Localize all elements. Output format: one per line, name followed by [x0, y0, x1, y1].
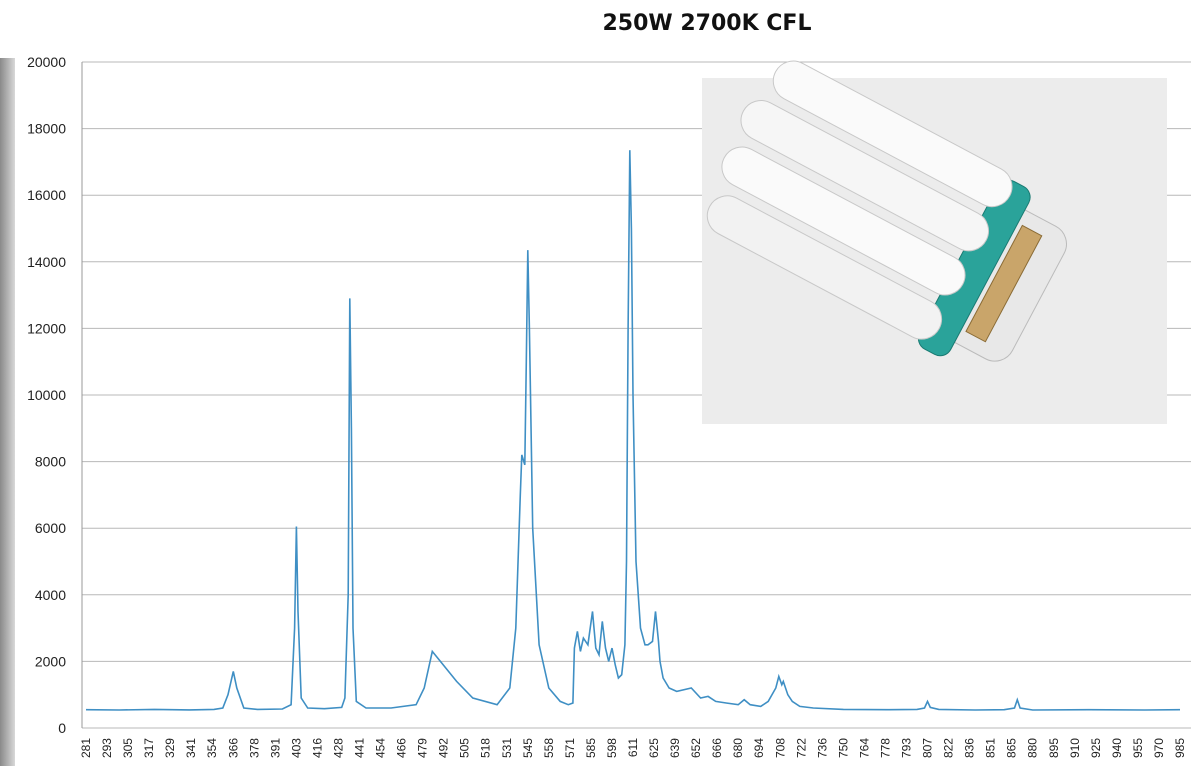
x-tick-label: 585 — [584, 738, 598, 758]
x-tick-label: 750 — [836, 738, 850, 758]
x-tick-label: 639 — [668, 738, 682, 758]
plot — [85, 150, 1181, 711]
edge-shade — [0, 58, 15, 766]
x-tick-label: 329 — [163, 738, 177, 758]
x-tick-label: 558 — [542, 738, 556, 758]
x-tick-label: 293 — [100, 738, 114, 758]
x-tick-label: 652 — [689, 738, 703, 758]
y-tick-label: 6000 — [35, 520, 66, 536]
x-tick-label: 341 — [184, 738, 198, 758]
x-tick-label: 880 — [1026, 738, 1040, 758]
x-tick-label: 970 — [1152, 738, 1166, 758]
x-tick-label: 403 — [289, 738, 303, 758]
x-tick-label: 822 — [942, 738, 956, 758]
x-tick-label: 940 — [1110, 738, 1124, 758]
x-tick-label: 505 — [458, 738, 472, 758]
x-tick-label: 722 — [794, 738, 808, 758]
x-tick-label: 441 — [353, 738, 367, 758]
x-tick-label: 571 — [563, 738, 577, 758]
x-axis: 281 293 305 317 329 341 354 366 378 391 403 416 428 4… — [79, 738, 1187, 758]
y-tick-label: 14000 — [27, 254, 66, 270]
y-tick-label: 12000 — [27, 320, 66, 336]
x-tick-label: 680 — [731, 738, 745, 758]
x-tick-label: 708 — [773, 738, 787, 758]
x-tick-label: 479 — [416, 738, 430, 758]
x-tick-label: 454 — [374, 738, 388, 758]
x-tick-label: 492 — [437, 738, 451, 758]
x-tick-label: 531 — [500, 738, 514, 758]
x-tick-label: 466 — [395, 738, 409, 758]
chart-title: 250W 2700K CFL — [603, 11, 812, 36]
y-tick-label: 16000 — [27, 187, 66, 203]
y-tick-label: 4000 — [35, 587, 66, 603]
x-tick-label: 391 — [268, 738, 282, 758]
y-tick-label: 18000 — [27, 121, 66, 137]
x-tick-label: 836 — [963, 738, 977, 758]
x-tick-label: 354 — [205, 738, 219, 758]
x-tick-label: 807 — [921, 738, 935, 758]
x-tick-label: 778 — [878, 738, 892, 758]
y-tick-label: 8000 — [35, 454, 66, 470]
x-tick-label: 416 — [310, 738, 324, 758]
x-tick-label: 545 — [521, 738, 535, 758]
x-tick-label: 625 — [647, 738, 661, 758]
x-tick-label: 925 — [1089, 738, 1103, 758]
x-tick-label: 305 — [121, 738, 135, 758]
x-tick-label: 378 — [247, 738, 261, 758]
x-tick-label: 895 — [1047, 738, 1061, 758]
x-tick-label: 317 — [142, 738, 156, 758]
x-tick-label: 793 — [900, 738, 914, 758]
x-tick-label: 910 — [1068, 738, 1082, 758]
spectrum-line — [85, 150, 1181, 711]
y-tick-label: 2000 — [35, 653, 66, 669]
x-tick-label: 985 — [1173, 738, 1187, 758]
x-tick-label: 518 — [479, 738, 493, 758]
bulb-photo — [702, 60, 1167, 424]
x-tick-label: 281 — [79, 738, 93, 758]
x-tick-label: 851 — [984, 738, 998, 758]
y-axis: 0 2000 4000 6000 8000 10000 12000 14000 16000 180… — [27, 54, 66, 736]
y-tick-label: 20000 — [27, 54, 66, 70]
x-tick-label: 736 — [815, 738, 829, 758]
x-tick-label: 955 — [1131, 738, 1145, 758]
x-tick-label: 611 — [626, 738, 640, 757]
x-tick-label: 428 — [331, 738, 345, 758]
x-tick-label: 694 — [752, 738, 766, 758]
x-tick-label: 666 — [710, 738, 724, 758]
y-tick-label: 0 — [58, 720, 66, 736]
x-tick-label: 764 — [857, 738, 871, 758]
x-tick-label: 865 — [1005, 738, 1019, 758]
x-tick-label: 366 — [226, 738, 240, 758]
x-tick-label: 598 — [605, 738, 619, 758]
y-tick-label: 10000 — [27, 387, 66, 403]
